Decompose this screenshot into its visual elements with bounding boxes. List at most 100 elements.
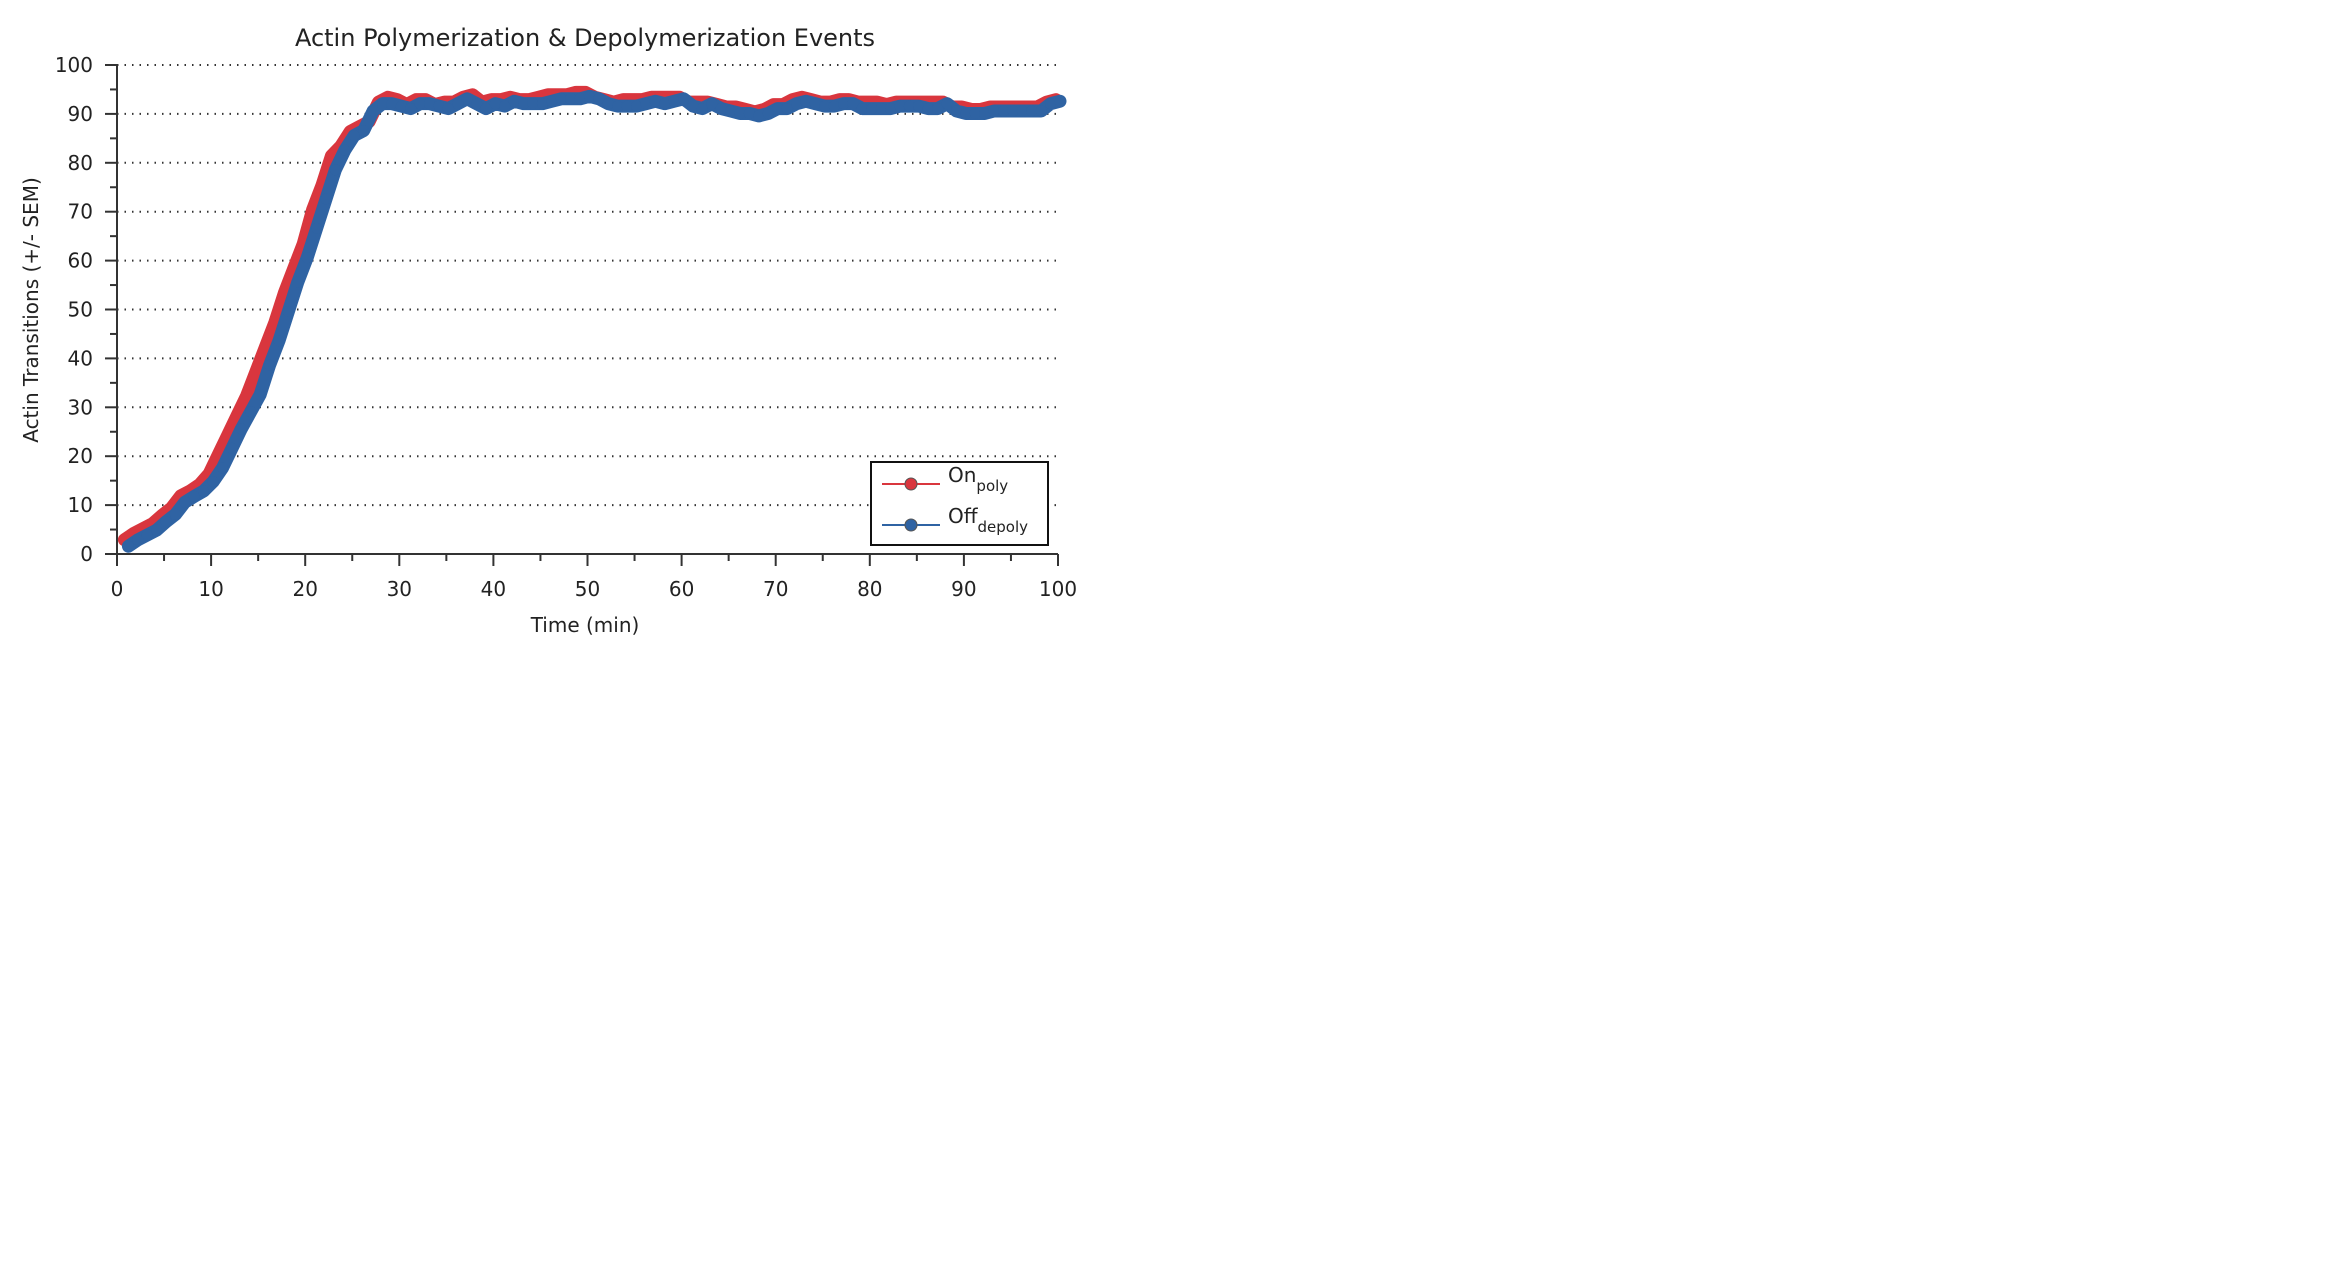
series-off bbox=[121, 89, 1067, 553]
data-point-off bbox=[141, 529, 153, 541]
data-point-off bbox=[998, 105, 1010, 117]
data-point-off bbox=[188, 490, 200, 502]
data-point-off bbox=[640, 98, 652, 110]
x-tick-label: 40 bbox=[481, 577, 506, 601]
data-point-off bbox=[499, 100, 511, 112]
data-point-off bbox=[254, 389, 266, 401]
data-point-off bbox=[847, 98, 859, 110]
legend-swatch-marker bbox=[904, 477, 918, 491]
data-point-off bbox=[292, 276, 304, 288]
legend-label: Onpoly bbox=[948, 463, 1008, 495]
data-point-off bbox=[725, 105, 737, 117]
data-point-off bbox=[518, 98, 530, 110]
legend-item-on: Onpoly bbox=[882, 463, 1008, 495]
y-tick-label: 50 bbox=[68, 298, 93, 322]
data-point-off bbox=[376, 98, 388, 110]
data-point-off bbox=[1035, 105, 1047, 117]
data-point-on bbox=[250, 365, 262, 377]
y-tick-label: 0 bbox=[80, 542, 93, 566]
data-point-off bbox=[179, 496, 191, 508]
data-point-off bbox=[395, 100, 407, 112]
data-point-off bbox=[320, 193, 332, 205]
data-point-off bbox=[461, 93, 473, 105]
y-tick-label: 100 bbox=[55, 53, 93, 77]
y-tick-label: 90 bbox=[68, 102, 93, 126]
legend-box bbox=[870, 461, 1049, 546]
data-point-off bbox=[1026, 105, 1038, 117]
data-point-off bbox=[169, 508, 181, 520]
data-point-off bbox=[932, 103, 944, 115]
data-point-off bbox=[696, 103, 708, 115]
data-point-off bbox=[442, 103, 454, 115]
data-point-off bbox=[828, 100, 840, 112]
data-point-off bbox=[329, 164, 341, 176]
legend: Onpoly Offdepoly bbox=[870, 461, 1049, 546]
data-point-off bbox=[226, 442, 238, 454]
data-point-off bbox=[715, 103, 727, 115]
data-point-off bbox=[508, 95, 520, 107]
data-point-off bbox=[207, 476, 219, 488]
data-point-off bbox=[687, 100, 699, 112]
data-point-off bbox=[339, 144, 351, 156]
data-point-off bbox=[894, 100, 906, 112]
data-point-off bbox=[151, 524, 163, 536]
data-point-off bbox=[631, 100, 643, 112]
data-point-off bbox=[555, 93, 567, 105]
x-tick-label: 80 bbox=[857, 577, 882, 601]
data-point-off bbox=[941, 98, 953, 110]
data-point-off bbox=[584, 90, 595, 102]
legend-swatch-marker bbox=[904, 518, 918, 532]
data-point-off bbox=[903, 100, 915, 112]
x-tick-label: 0 bbox=[111, 577, 124, 601]
y-tick-label: 70 bbox=[68, 200, 93, 224]
data-point-off bbox=[414, 98, 426, 110]
data-point-off bbox=[367, 105, 379, 117]
data-point-off bbox=[480, 103, 492, 115]
y-tick-label: 10 bbox=[68, 493, 93, 517]
data-point-off bbox=[791, 98, 803, 110]
y-axis-label: Actin Transitions (+/- SEM) bbox=[19, 177, 43, 443]
data-point-off bbox=[1045, 98, 1057, 110]
x-tick-label: 30 bbox=[387, 577, 412, 601]
data-point-off bbox=[405, 103, 417, 115]
data-point-off bbox=[273, 335, 285, 347]
data-point-off bbox=[856, 103, 868, 115]
data-point-off bbox=[649, 95, 661, 107]
data-point-off bbox=[743, 107, 755, 119]
data-point-off bbox=[282, 306, 294, 317]
data-point-off bbox=[913, 100, 925, 112]
data-point-off bbox=[602, 98, 614, 110]
data-point-off bbox=[734, 107, 746, 119]
x-tick-label: 50 bbox=[575, 577, 600, 601]
data-point-off bbox=[301, 252, 313, 264]
data-point-off bbox=[433, 100, 445, 112]
x-tick-label: 70 bbox=[763, 577, 788, 601]
data-point-off bbox=[235, 423, 247, 435]
data-point-off bbox=[217, 462, 229, 474]
data-point-off bbox=[800, 95, 812, 107]
data-point-off bbox=[772, 103, 784, 115]
data-point-off bbox=[245, 406, 257, 418]
data-point-off bbox=[424, 98, 436, 110]
x-tick-label: 20 bbox=[292, 577, 317, 601]
data-point-off bbox=[1054, 95, 1066, 107]
data-point-off bbox=[885, 103, 897, 115]
chart-title: Actin Polymerization & Depolymerization … bbox=[295, 24, 875, 52]
x-tick-label: 90 bbox=[951, 577, 976, 601]
y-tick-label: 60 bbox=[68, 249, 93, 273]
data-point-off bbox=[536, 98, 548, 110]
axes: 0 10 20 30 40 50 60 70 80 90 100 0 10 20 30 40 50 60 70 80 9… bbox=[55, 53, 1077, 601]
data-point-off bbox=[678, 93, 690, 105]
data-point-off bbox=[198, 485, 210, 497]
data-point-off bbox=[471, 98, 483, 110]
data-point-off bbox=[546, 95, 558, 107]
x-tick-label: 10 bbox=[198, 577, 223, 601]
data-point-off bbox=[489, 98, 501, 110]
data-point-off bbox=[621, 100, 633, 112]
y-tick-label: 30 bbox=[68, 395, 93, 419]
y-tick-label: 40 bbox=[68, 346, 93, 370]
x-tick-label: 100 bbox=[1039, 577, 1077, 601]
x-tick-label: 60 bbox=[669, 577, 694, 601]
